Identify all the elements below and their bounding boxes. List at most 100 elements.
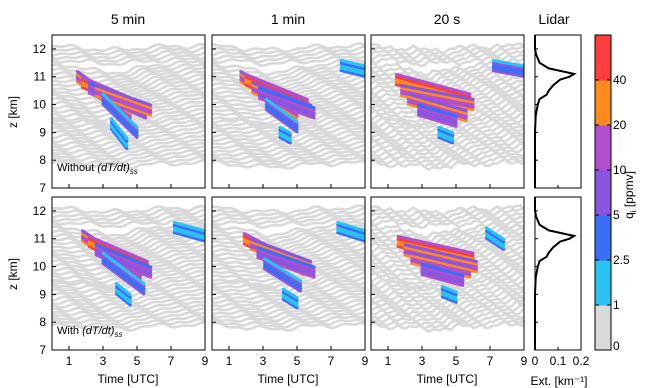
trajectory-line — [212, 143, 365, 154]
ice-streak — [101, 256, 146, 291]
ice-streak — [281, 290, 299, 302]
ice-streak — [172, 223, 205, 235]
colorbar-tick-label: 1 — [613, 298, 620, 312]
trajectory-line — [212, 150, 365, 161]
y-tick-label: 9 — [39, 287, 46, 301]
colorbar-swatch — [595, 80, 611, 126]
ice-streak — [172, 231, 205, 243]
y-tick-label: 10 — [33, 260, 47, 274]
colorbar-swatch — [595, 260, 611, 306]
ice-streak — [491, 63, 524, 73]
ice-streak — [420, 267, 465, 283]
ice-streak — [336, 226, 365, 238]
trajectory-line — [52, 159, 205, 170]
trajectory-line — [52, 321, 205, 332]
trajectory-line — [52, 145, 205, 158]
ice-streak — [339, 68, 365, 78]
ice-streak — [491, 68, 524, 78]
ice-streak — [264, 105, 299, 131]
x-tick-label: 3 — [260, 354, 267, 368]
colorbar-swatch — [595, 305, 611, 351]
trajectory-line — [212, 159, 365, 170]
trajectory-line — [52, 46, 205, 56]
ice-streak — [440, 292, 458, 302]
ice-streak — [109, 117, 129, 141]
panel-1-0 — [52, 204, 205, 332]
trajectory-line — [371, 224, 524, 243]
y-tick-label: 12 — [33, 204, 47, 218]
ice-streak — [417, 110, 458, 126]
x-tick-label: 1 — [226, 354, 233, 368]
trajectory-line — [52, 317, 205, 329]
ice-streak — [94, 83, 153, 107]
colorbar-tick-label: 5 — [613, 208, 620, 222]
trajectory-line — [52, 136, 205, 147]
ice-streak — [485, 234, 506, 249]
ice-streak — [491, 66, 524, 76]
trajectory-line — [52, 235, 205, 250]
ice-streak — [410, 256, 472, 274]
ice-streak — [264, 100, 299, 126]
lidar-tick-label: 0 — [532, 354, 539, 368]
ice-streak — [485, 231, 506, 246]
trajectory-line — [52, 142, 205, 155]
ice-streak — [420, 262, 465, 277]
colorbar-swatch — [595, 215, 611, 261]
row-label-without: Without (dT/dt)ss — [57, 162, 138, 176]
lidar-tick-label: 0.2 — [573, 354, 590, 368]
ice-streak — [336, 228, 365, 240]
ice-streak — [437, 133, 455, 142]
x-tick-label: 7 — [487, 354, 494, 368]
colorbar-tick-label: 0 — [613, 339, 620, 353]
ice-streak — [278, 128, 292, 137]
trajectory-line — [52, 59, 205, 75]
panel-frame — [51, 34, 206, 189]
colorbar-tick-label: 40 — [613, 73, 627, 87]
ice-streak — [281, 295, 299, 307]
ice-streak — [410, 254, 472, 272]
ice-streak — [396, 234, 475, 255]
lidar-frame — [534, 34, 582, 189]
ice-streak — [410, 251, 472, 269]
trajectory-line — [371, 307, 524, 320]
xlabel-1min: Time [UTC] — [258, 372, 319, 386]
ice-streak — [172, 221, 205, 233]
lidar-tick-label: 0.1 — [550, 354, 567, 368]
ice-streak — [244, 72, 309, 102]
x-tick-label: 3 — [100, 354, 107, 368]
trajectory-line — [52, 218, 205, 229]
colorbar-label: qi [ppmv] — [622, 171, 638, 219]
trajectory-line — [371, 154, 524, 168]
trajectory-line — [212, 42, 365, 54]
trajectory-line — [371, 145, 524, 158]
ice-streak — [403, 245, 478, 266]
ice-streak — [101, 102, 139, 139]
trajectory-line — [52, 311, 205, 323]
ice-streak — [94, 243, 153, 269]
ice-streak — [249, 237, 313, 264]
trajectory-line — [212, 312, 365, 323]
ice-streak — [101, 259, 146, 293]
ice-streak — [94, 86, 153, 110]
ice-streak — [172, 228, 205, 240]
trajectory-line — [371, 44, 524, 58]
ice-streak — [101, 97, 139, 134]
ice-streak — [491, 58, 524, 68]
ice-streak — [485, 236, 506, 251]
lidar-frame — [534, 196, 582, 351]
trajectory-line — [371, 206, 524, 220]
ice-streak — [485, 229, 506, 244]
ice-streak — [396, 237, 475, 258]
ice-streak — [114, 287, 132, 302]
ice-streak — [400, 88, 475, 107]
ylabel-bottom: z [km] — [6, 258, 20, 290]
ice-streak — [420, 270, 465, 285]
trajectory-line — [52, 125, 205, 137]
trajectory-line — [212, 72, 365, 89]
x-tick-label: 5 — [134, 354, 141, 368]
ice-streak — [258, 94, 316, 118]
y-tick-label: 11 — [34, 232, 47, 246]
y-tick-label: 7 — [39, 181, 46, 195]
trajectory-line — [212, 153, 365, 164]
